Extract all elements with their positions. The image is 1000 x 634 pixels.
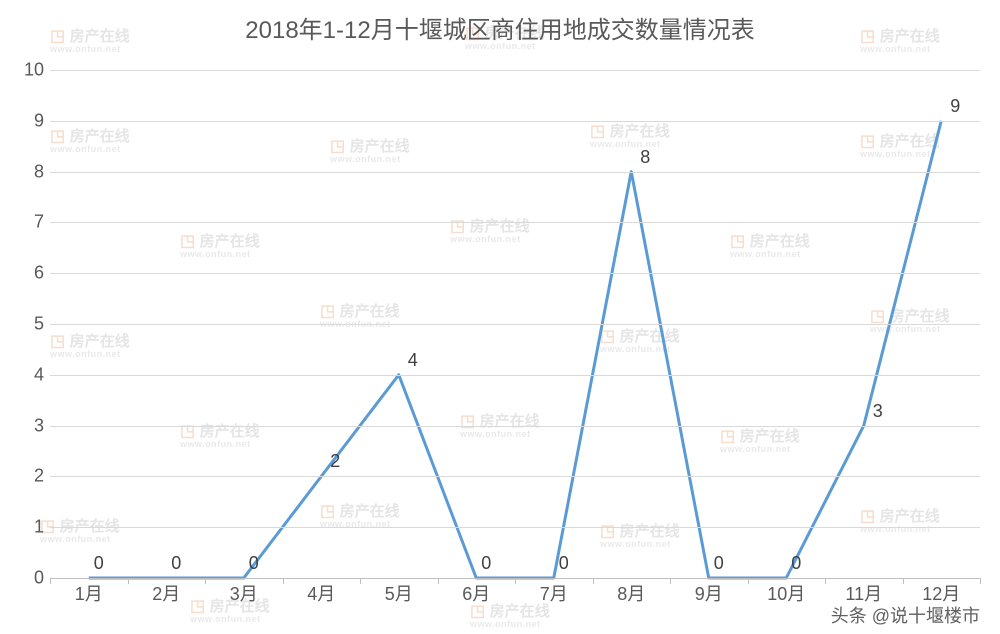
y-axis-label: 2	[14, 466, 44, 487]
x-tick	[283, 578, 284, 584]
plot-area: 0123456789101月2月3月4月5月6月7月8月9月10月11月12月0…	[50, 70, 980, 578]
grid-line	[50, 273, 980, 274]
data-label: 0	[714, 553, 724, 574]
footer-attribution: 头条 @说十堰楼市	[831, 602, 980, 628]
grid-line	[50, 70, 980, 71]
x-axis-label: 1月	[75, 580, 103, 606]
data-label: 8	[640, 147, 650, 168]
grid-line	[50, 476, 980, 477]
x-axis-label: 2月	[152, 580, 180, 606]
y-axis-label: 10	[14, 60, 44, 81]
y-axis-label: 0	[14, 568, 44, 589]
data-label: 0	[481, 553, 491, 574]
y-axis-label: 1	[14, 517, 44, 538]
data-label: 4	[408, 350, 418, 371]
data-label: 2	[330, 451, 340, 472]
data-label: 0	[94, 553, 104, 574]
x-tick	[50, 578, 51, 584]
x-tick	[515, 578, 516, 584]
x-axis-label: 9月	[695, 580, 723, 606]
x-tick	[593, 578, 594, 584]
x-tick	[903, 578, 904, 584]
y-axis-label: 9	[14, 110, 44, 131]
grid-line	[50, 222, 980, 223]
data-label: 0	[171, 553, 181, 574]
grid-line	[50, 324, 980, 325]
y-axis-label: 5	[14, 314, 44, 335]
grid-line	[50, 426, 980, 427]
chart-title: 2018年1-12月十堰城区商住用地成交数量情况表	[0, 10, 1000, 45]
data-label: 0	[559, 553, 569, 574]
grid-line	[50, 527, 980, 528]
grid-line	[50, 121, 980, 122]
grid-line	[50, 375, 980, 376]
x-tick	[438, 578, 439, 584]
x-tick	[825, 578, 826, 584]
x-tick	[360, 578, 361, 584]
grid-line	[50, 172, 980, 173]
x-tick	[748, 578, 749, 584]
data-label: 0	[249, 553, 259, 574]
x-axis-label: 5月	[385, 580, 413, 606]
y-axis-label: 6	[14, 263, 44, 284]
y-axis-label: 4	[14, 364, 44, 385]
data-label: 0	[791, 553, 801, 574]
x-tick	[670, 578, 671, 584]
data-label: 3	[873, 401, 883, 422]
x-tick	[205, 578, 206, 584]
x-tick	[128, 578, 129, 584]
x-axis-label: 6月	[462, 580, 490, 606]
x-axis-label: 10月	[767, 580, 805, 606]
x-axis-label: 3月	[230, 580, 258, 606]
y-axis-label: 7	[14, 212, 44, 233]
chart-container: ◳ 房产在线www.onfun.net◳ 房产在线www.onfun.net◳ …	[0, 0, 1000, 634]
x-axis-label: 4月	[307, 580, 335, 606]
x-axis-label: 7月	[540, 580, 568, 606]
y-axis-label: 3	[14, 415, 44, 436]
x-tick	[980, 578, 981, 584]
data-label: 9	[950, 96, 960, 117]
x-axis-label: 8月	[617, 580, 645, 606]
y-axis-label: 8	[14, 161, 44, 182]
